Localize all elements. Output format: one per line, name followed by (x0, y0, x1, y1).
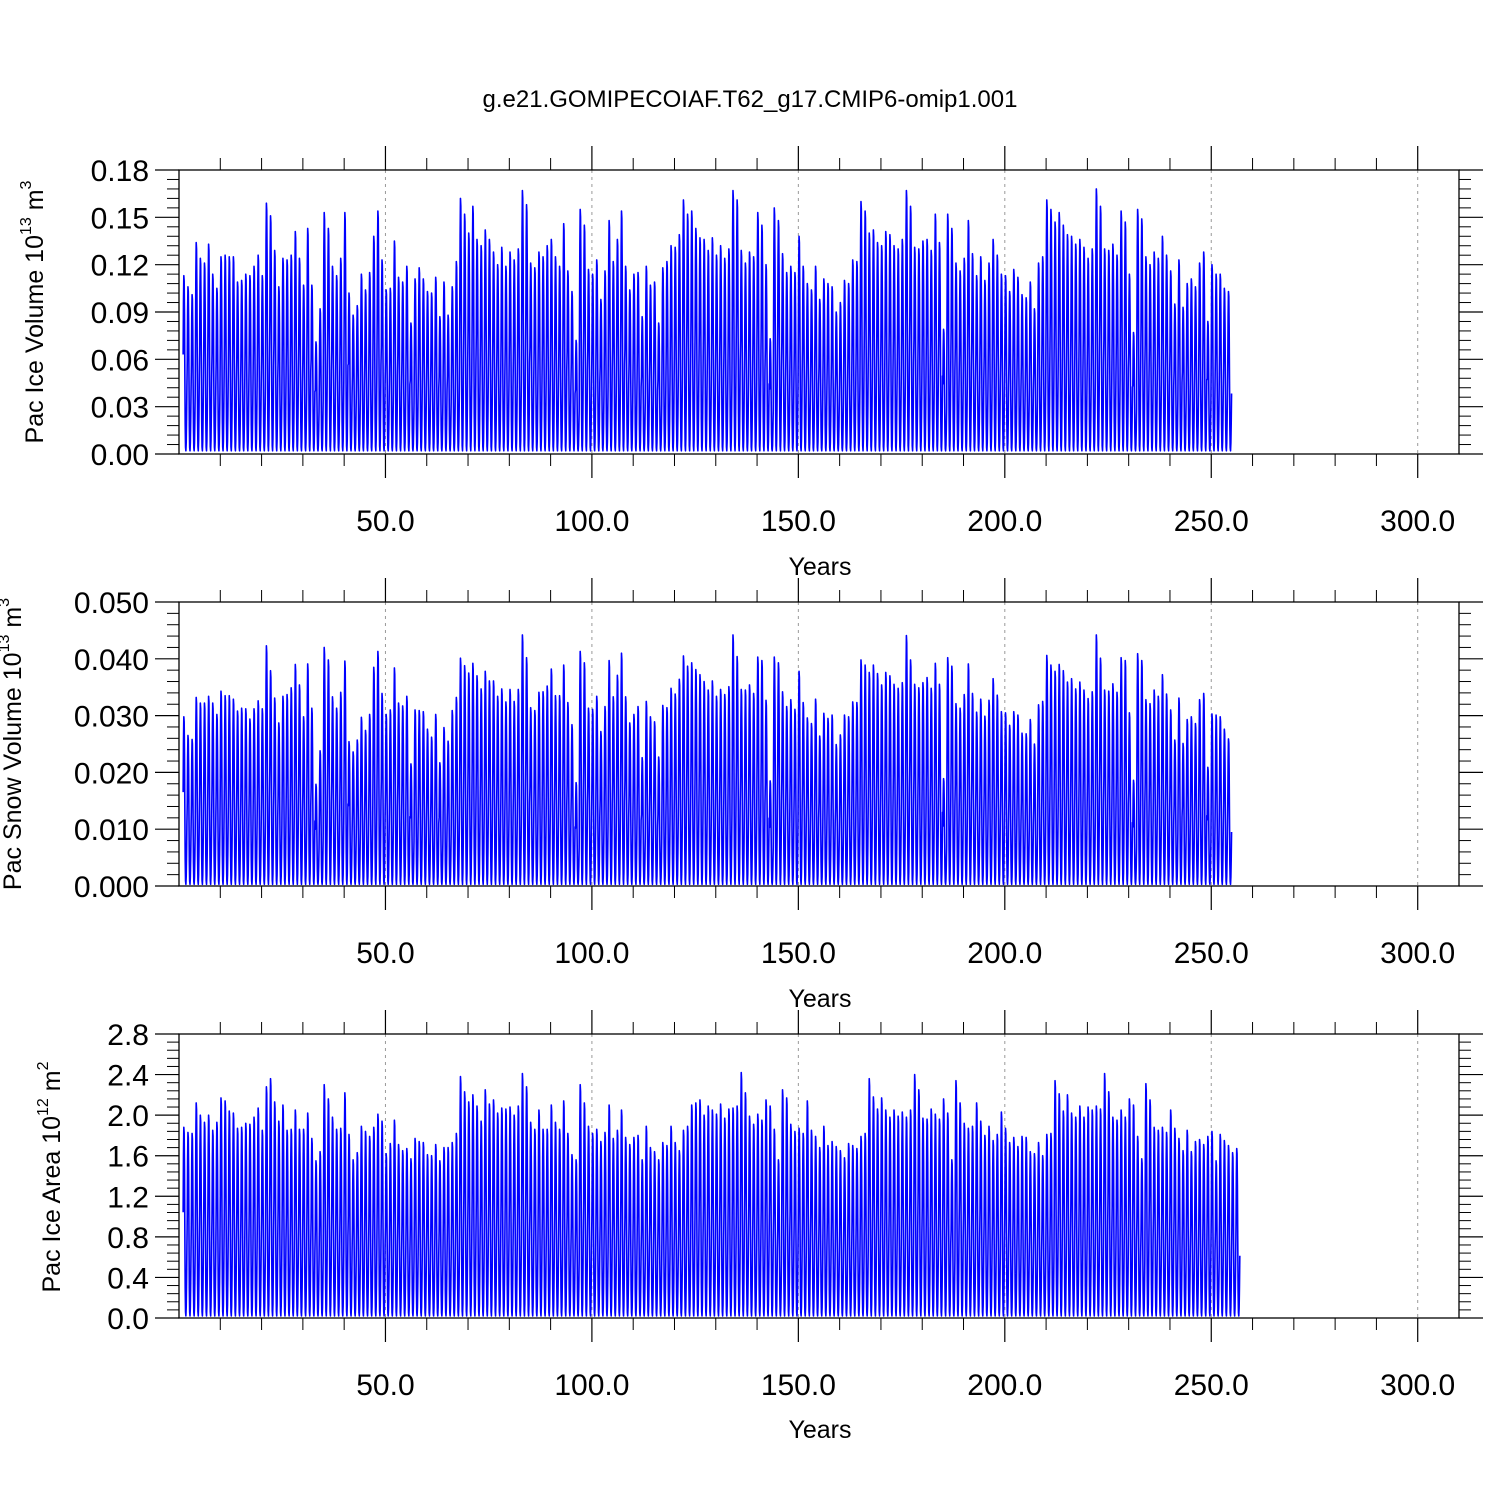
y-tick-label: 1.6 (107, 1141, 149, 1174)
x-tick-label: 50.0 (356, 505, 414, 538)
series-line (182, 634, 1233, 886)
x-tick-label: 150.0 (761, 937, 836, 970)
panel-ice-area: Pac Ice Area 1012 m2 Years 0.0 0.4 0.8 1.2 1… (35, 1010, 1483, 1444)
y-tick-label: 0.000 (74, 871, 149, 904)
x-tick-label: 300.0 (1380, 1369, 1455, 1402)
panel-snow-volume: Pac Snow Volume 1013 m3 Years 0.000 0.010… (0, 578, 1483, 1013)
y-tick-label: 0.050 (74, 587, 149, 620)
series-line (182, 1071, 1241, 1317)
y-tick-label: 0.8 (107, 1222, 149, 1255)
x-tick-label: 300.0 (1380, 505, 1455, 538)
y-tick-label: 2.4 (107, 1060, 149, 1093)
y-tick-label: 2.0 (107, 1100, 149, 1133)
y-tick-label: 0.18 (91, 155, 149, 188)
panel-ice-volume: Pac Ice Volume 1013 m3 Years 0.00 0.03 0.0… (18, 146, 1483, 581)
plot-frame (178, 601, 1460, 887)
x-tick-label: 300.0 (1380, 937, 1455, 970)
y-tick-label: 0.09 (91, 297, 149, 330)
y-tick-label: 0.020 (74, 757, 149, 790)
y-tick-label: 0.030 (74, 701, 149, 734)
x-tick-label: 150.0 (761, 1369, 836, 1402)
x-tick-label: 150.0 (761, 505, 836, 538)
x-tick-label: 250.0 (1174, 937, 1249, 970)
y-tick-label: 0.15 (91, 202, 149, 235)
y-tick-label: 0.06 (91, 344, 149, 377)
y-axis-title: Pac Ice Volume 1013 m3 (18, 180, 49, 443)
x-tick-label: 200.0 (967, 505, 1042, 538)
x-tick-label: 50.0 (356, 937, 414, 970)
y-axis-title: Pac Snow Volume 1013 m3 (0, 598, 27, 890)
x-tick-label: 200.0 (967, 937, 1042, 970)
x-tick-label: 50.0 (356, 1369, 414, 1402)
y-axis-title: Pac Ice Area 1012 m2 (35, 1061, 66, 1292)
series-line (182, 188, 1233, 452)
x-tick-label: 100.0 (554, 1369, 629, 1402)
y-tick-label: 0.4 (107, 1262, 149, 1295)
y-tick-label: 0.040 (74, 644, 149, 677)
x-tick-label: 100.0 (554, 937, 629, 970)
x-tick-label: 100.0 (554, 505, 629, 538)
plot-frame (178, 1033, 1460, 1319)
x-axis-title: Years (788, 985, 851, 1013)
x-tick-label: 200.0 (967, 1369, 1042, 1402)
y-tick-label: 0.010 (74, 814, 149, 847)
x-axis-title: Years (788, 1416, 851, 1444)
y-tick-label: 2.8 (107, 1019, 149, 1052)
y-tick-label: 0.0 (107, 1303, 149, 1336)
y-tick-label: 0.12 (91, 250, 149, 283)
y-tick-label: 0.03 (91, 392, 149, 425)
y-tick-label: 0.00 (91, 439, 149, 472)
x-tick-label: 250.0 (1174, 1369, 1249, 1402)
figure-title: g.e21.GOMIPECOIAF.T62_g17.CMIP6-omip1.00… (483, 86, 1018, 113)
y-tick-label: 1.2 (107, 1181, 149, 1214)
x-axis-title: Years (788, 553, 851, 581)
x-tick-label: 250.0 (1174, 505, 1249, 538)
